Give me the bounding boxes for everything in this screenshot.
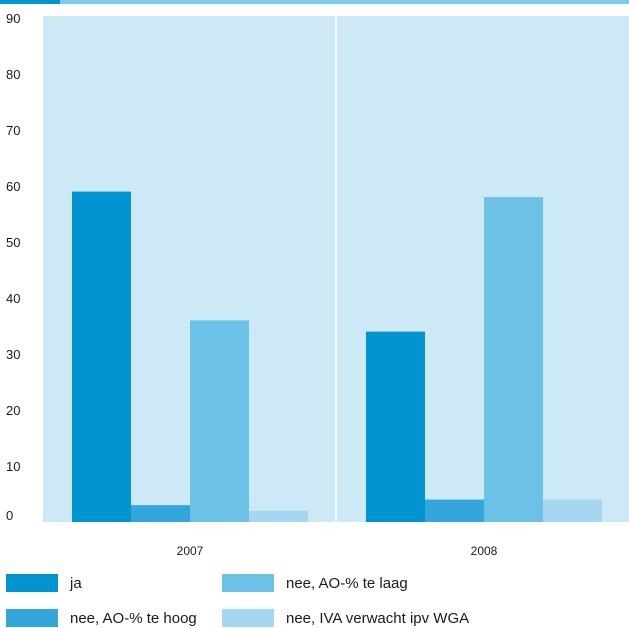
y-tick-label: 10 — [6, 459, 20, 474]
bar-2007-series-1 — [131, 505, 190, 522]
legend-swatch-ja — [6, 574, 58, 592]
y-tick-label: 70 — [6, 123, 20, 138]
x-axis: 2007 2008 — [177, 544, 498, 558]
legend-item-iva: nee, IVA verwacht ipv WGA — [222, 608, 469, 628]
y-axis: 0 10 20 30 40 50 60 70 80 90 — [6, 11, 20, 523]
x-category-label: 2007 — [177, 544, 204, 558]
legend-swatch-te-hoog — [6, 609, 58, 627]
header-accent-bar — [0, 0, 60, 4]
bar-2007-series-0 — [72, 191, 131, 522]
y-tick-label: 0 — [6, 508, 13, 523]
y-tick-label: 50 — [6, 235, 20, 250]
legend-label-ja: ja — [70, 574, 82, 592]
y-tick-label: 60 — [6, 179, 20, 194]
bar-2008-series-0 — [366, 331, 425, 522]
legend-label-te-laag: nee, AO-% te laag — [286, 574, 408, 592]
bar-2007-series-2 — [190, 320, 249, 522]
legend-swatch-iva — [222, 609, 274, 627]
bars — [72, 191, 602, 522]
legend: ja nee, AO-% te laag nee, AO-% te hoog n… — [0, 570, 629, 628]
x-category-label: 2008 — [471, 544, 498, 558]
y-tick-label: 90 — [6, 11, 20, 26]
legend-item-te-laag: nee, AO-% te laag — [222, 573, 408, 593]
y-tick-label: 20 — [6, 403, 20, 418]
legend-label-te-hoog: nee, AO-% te hoog — [70, 609, 197, 627]
bar-2007-series-3 — [249, 510, 308, 522]
legend-swatch-te-laag — [222, 574, 274, 592]
bar-chart: 0 10 20 30 40 50 60 70 80 90 2007 2008 — [6, 11, 629, 558]
legend-item-te-hoog: nee, AO-% te hoog — [6, 608, 197, 628]
bar-2008-series-2 — [484, 197, 543, 522]
bar-2008-series-3 — [543, 499, 602, 522]
legend-item-ja: ja — [6, 573, 82, 593]
header-bar — [60, 0, 629, 4]
legend-label-iva: nee, IVA verwacht ipv WGA — [286, 609, 470, 627]
y-tick-label: 40 — [6, 291, 20, 306]
bar-2008-series-1 — [425, 499, 484, 522]
y-tick-label: 80 — [6, 67, 20, 82]
y-tick-label: 30 — [6, 347, 20, 362]
